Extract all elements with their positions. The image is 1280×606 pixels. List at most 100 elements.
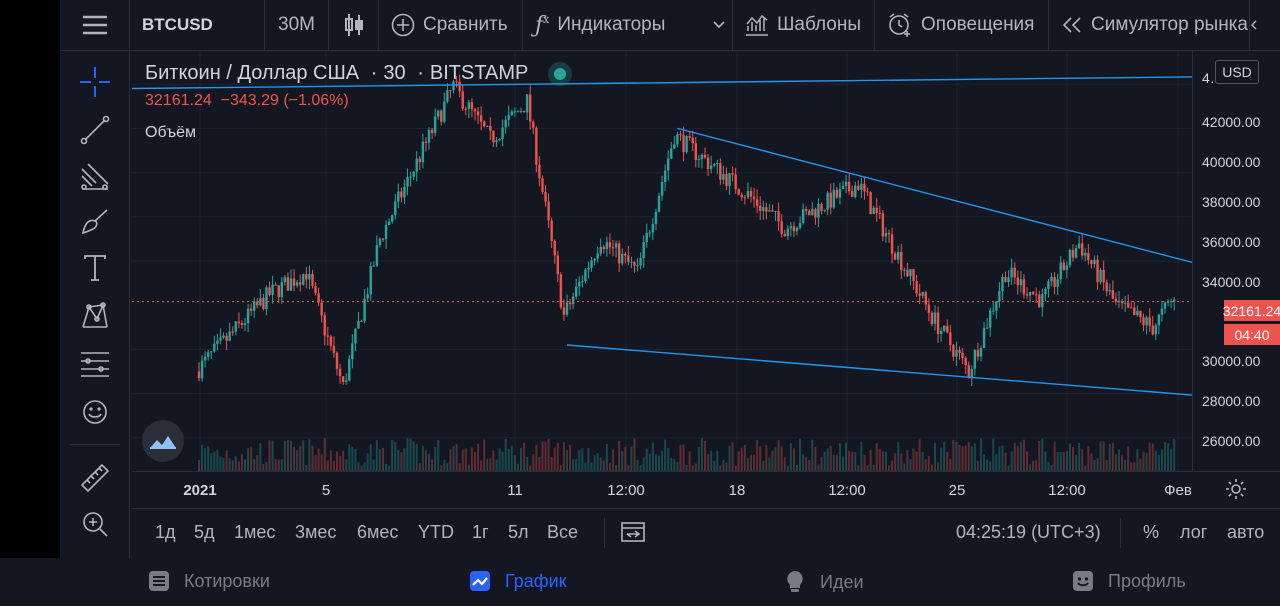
volume-bar [888, 465, 890, 471]
candle-body [400, 191, 403, 198]
volume-bar [750, 454, 752, 471]
volume-bar [1090, 453, 1093, 471]
candle-body [946, 325, 949, 333]
range-button[interactable]: 1г [472, 522, 489, 542]
candle-body [985, 327, 989, 329]
volume-bar [326, 460, 329, 471]
alerts-button[interactable]: Оповещения [875, 0, 1049, 50]
candle-body [446, 90, 449, 102]
candle-body [872, 207, 875, 215]
pattern-tool[interactable] [75, 296, 115, 336]
fib-tool[interactable] [75, 156, 115, 196]
volume-bar [431, 459, 434, 471]
volume-bar [995, 454, 998, 471]
candle-body [1160, 308, 1164, 315]
candle-body [1007, 277, 1010, 282]
range-button[interactable]: 3мес [295, 522, 337, 542]
candle-body [1035, 294, 1038, 296]
candle-body [590, 260, 593, 268]
nav-ideas[interactable]: Идеи [784, 570, 864, 594]
range-button[interactable]: 1мес [234, 522, 276, 542]
candle-body [437, 110, 440, 117]
volume-bar [808, 459, 811, 471]
replay-button[interactable]: Симулятор рынка [1049, 0, 1249, 50]
candle-body [1081, 243, 1084, 256]
candle-body [308, 274, 311, 280]
candle-body [900, 252, 903, 271]
indicators-dropdown[interactable] [705, 0, 733, 50]
time-label: 12:00 [828, 482, 866, 499]
volume-bar [946, 451, 949, 471]
volume-legend[interactable]: Объём [145, 124, 196, 141]
brush-tool[interactable] [75, 202, 115, 242]
candle-body [565, 302, 569, 315]
candle-body [381, 238, 385, 240]
zoom-tool[interactable] [75, 504, 115, 544]
candle-body [918, 293, 921, 296]
log-toggle[interactable]: лог [1180, 522, 1208, 542]
measure-icon [81, 352, 109, 377]
date-range-button[interactable] [620, 520, 646, 549]
nav-chart[interactable]: График [469, 570, 567, 592]
emoji-tool[interactable] [75, 392, 115, 432]
chart-canvas[interactable] [132, 51, 1192, 471]
volume-bar [1059, 452, 1062, 471]
range-button[interactable]: YTD [418, 522, 454, 542]
market-status-dot[interactable] [553, 67, 566, 80]
candle-body [544, 191, 547, 202]
candle-body [1139, 310, 1142, 318]
candle-body [332, 345, 336, 353]
ruler-tool[interactable] [75, 458, 115, 498]
price-chart[interactable] [132, 51, 1192, 471]
candle-body [805, 209, 808, 211]
nav-quotes[interactable]: Котировки [148, 570, 270, 592]
candle-body [1010, 267, 1013, 278]
range-button[interactable]: 5д [194, 522, 215, 542]
clock-timezone[interactable]: 04:25:19 (UTC+3) [956, 522, 1101, 542]
price-axis[interactable] [1192, 51, 1280, 471]
crosshair-tool[interactable] [75, 62, 115, 102]
chart-type-button[interactable] [329, 0, 379, 50]
volume-bar [391, 440, 394, 471]
volume-bar [572, 459, 575, 471]
candle-body [719, 163, 722, 180]
text-tool[interactable] [75, 248, 115, 288]
candle-body [295, 282, 299, 286]
compare-button[interactable]: Сравнить [379, 0, 523, 50]
volume-bar [305, 464, 308, 471]
candle-body [1025, 294, 1029, 296]
nav-profile[interactable]: Профиль [1072, 570, 1186, 592]
candle-body [1166, 301, 1170, 303]
volume-bar [602, 460, 605, 471]
volume-bar [437, 440, 440, 471]
volume-bar [1167, 443, 1170, 471]
templates-button[interactable]: Шаблоны [733, 0, 875, 50]
trendline-tool[interactable] [75, 110, 115, 150]
range-button[interactable]: 6мес [357, 522, 399, 542]
volume-bar [550, 456, 553, 471]
range-button[interactable]: 1д [155, 522, 176, 542]
interval-button[interactable]: 30M [265, 0, 329, 50]
range-button[interactable]: Все [547, 522, 579, 542]
tradingview-logo[interactable] [142, 420, 184, 462]
symbol-search-button[interactable]: BTCUSD [130, 0, 265, 50]
candle-body [473, 109, 477, 112]
auto-toggle[interactable]: авто [1227, 522, 1265, 542]
currency-button[interactable]: USD [1215, 60, 1259, 84]
volume-bar [464, 448, 467, 471]
menu-button[interactable] [60, 0, 130, 50]
chart-settings-button[interactable] [1225, 478, 1247, 505]
volume-bar [722, 460, 725, 471]
measure-tool[interactable] [75, 344, 115, 384]
candle-body [458, 81, 461, 92]
volume-bar [397, 449, 400, 471]
candle-body [237, 321, 241, 324]
range-button[interactable]: 5л [508, 522, 529, 542]
percent-toggle[interactable]: % [1143, 522, 1160, 542]
volume-bar [903, 463, 906, 471]
time-axis[interactable] [132, 471, 1280, 508]
candle-body [1151, 325, 1154, 335]
toolbar-more[interactable] [1249, 0, 1269, 50]
candle-body [519, 111, 523, 113]
